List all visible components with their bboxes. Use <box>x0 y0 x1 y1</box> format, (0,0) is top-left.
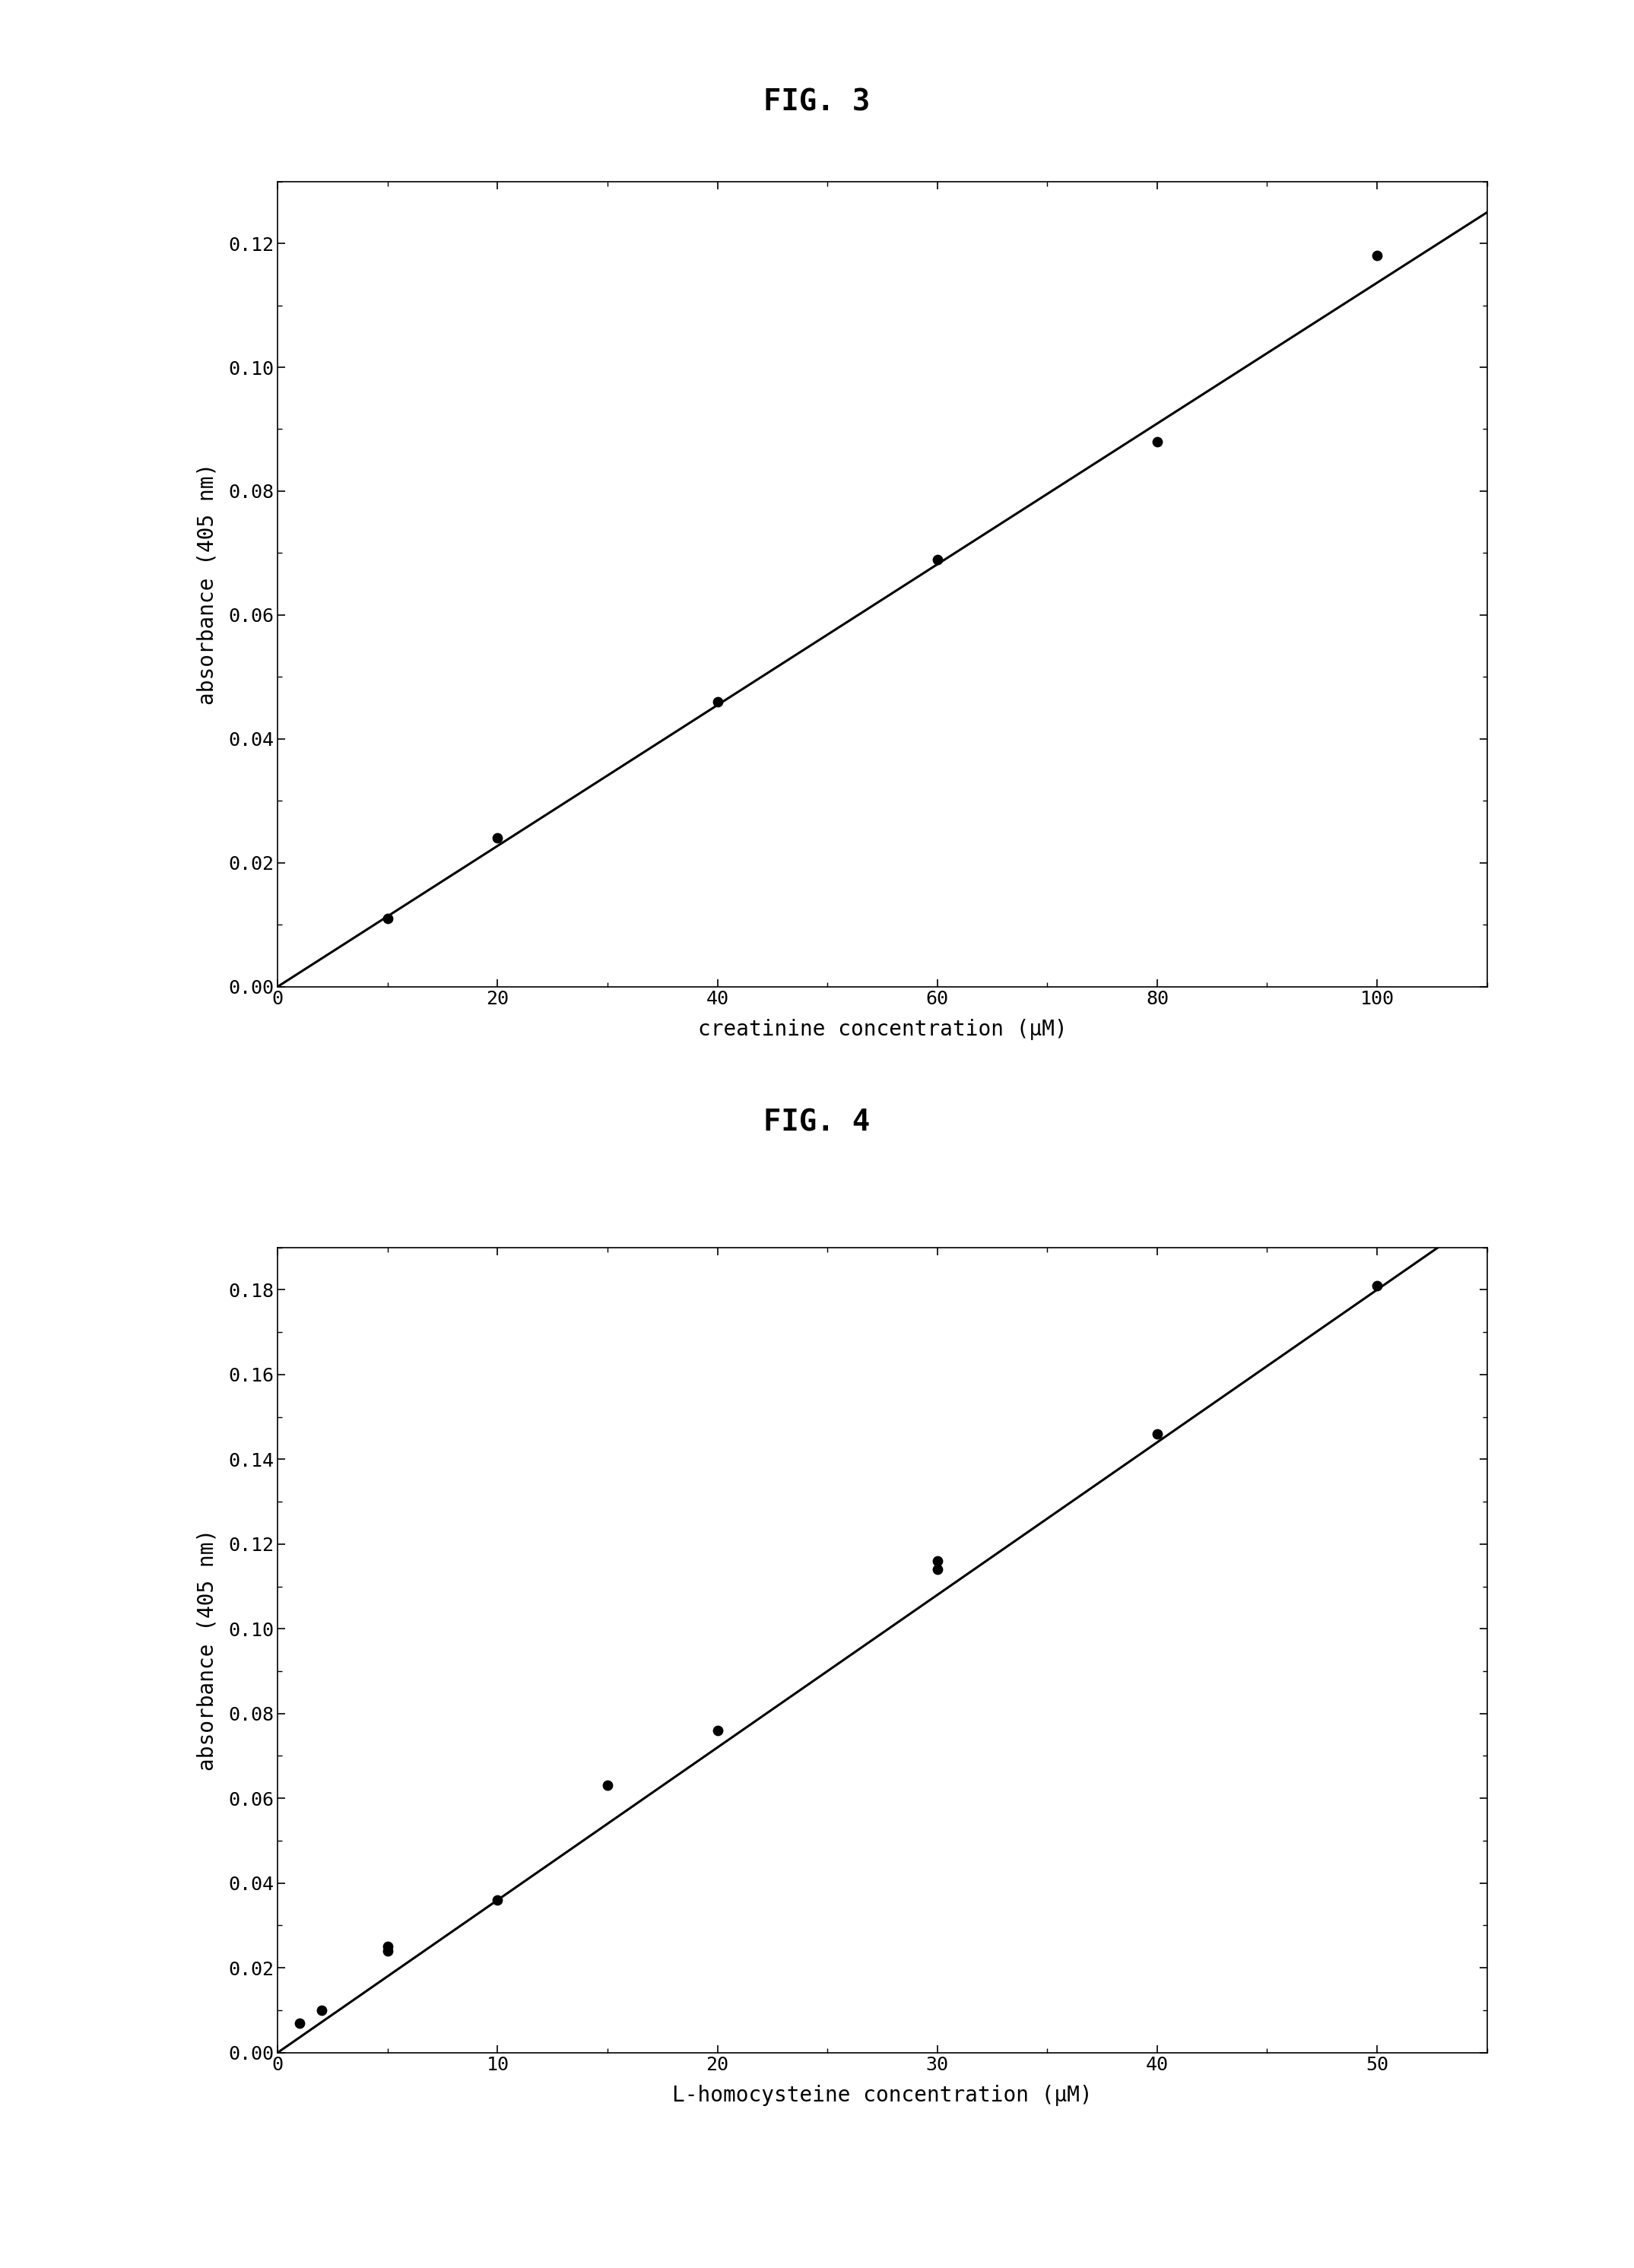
Point <box>286 2005 312 2041</box>
X-axis label: L-homocysteine concentration (μM): L-homocysteine concentration (μM) <box>672 2084 1093 2107</box>
Point <box>374 900 400 937</box>
Y-axis label: absorbance (405 nm): absorbance (405 nm) <box>196 1529 217 1771</box>
Point <box>1144 424 1170 460</box>
Point <box>925 542 951 578</box>
Point <box>1144 1415 1170 1452</box>
Point <box>704 1712 730 1749</box>
Point <box>1364 238 1391 274</box>
Text: FIG. 4: FIG. 4 <box>763 1109 871 1136</box>
Point <box>925 1542 951 1579</box>
Point <box>374 1928 400 1964</box>
Point <box>1364 1268 1391 1304</box>
Point <box>374 1932 400 1969</box>
Point <box>309 1991 335 2028</box>
Y-axis label: absorbance (405 nm): absorbance (405 nm) <box>196 463 217 705</box>
Point <box>925 1551 951 1588</box>
X-axis label: creatinine concentration (μM): creatinine concentration (μM) <box>698 1018 1067 1041</box>
Point <box>595 1767 621 1803</box>
Point <box>485 819 511 855</box>
Point <box>485 1882 511 1919</box>
Point <box>704 683 730 719</box>
Text: FIG. 3: FIG. 3 <box>763 88 871 116</box>
